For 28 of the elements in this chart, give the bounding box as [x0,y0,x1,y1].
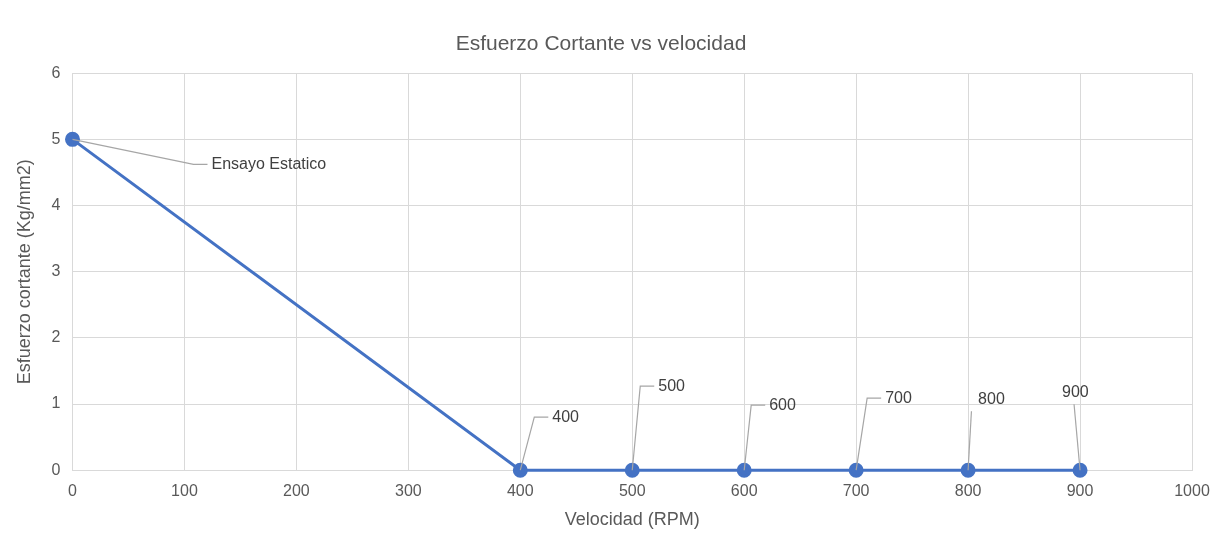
y-tick-label: 6 [51,63,61,81]
y-tick-label: 0 [51,460,61,478]
x-tick-label: 300 [395,482,422,500]
x-tick-label: 100 [171,482,198,500]
y-tick-label: 2 [51,328,61,346]
x-tick-label: 0 [68,482,78,500]
y-tick-label: 1 [51,394,61,412]
x-tick-label: 800 [954,482,982,500]
annotation: 900 [1062,382,1089,400]
x-tick-label: 1000 [1174,482,1210,500]
x-tick-label: 900 [1066,482,1094,500]
annotation: 400 [552,407,580,425]
x-tick-label: 400 [506,482,534,500]
annotation: Ensayo Estatico [211,154,327,172]
x-tick-label: 600 [730,482,758,500]
annotation: 500 [658,376,686,394]
x-axis-title: Velocidad (RPM) [564,509,700,530]
annotation: 800 [978,389,1005,407]
y-tick-label: 3 [51,262,61,280]
y-tick-label: 5 [51,129,61,147]
x-tick-label: 700 [842,482,870,500]
annotation: 600 [769,395,796,413]
annotation: 700 [885,388,912,406]
x-tick-label: 200 [283,482,310,500]
chart-title: Esfuerzo Cortante vs velocidad [455,31,747,55]
y-axis-title: Esfuerzo cortante (Kg/mm2) [13,159,34,385]
x-tick-label: 500 [618,482,646,500]
y-tick-label: 4 [51,195,61,213]
